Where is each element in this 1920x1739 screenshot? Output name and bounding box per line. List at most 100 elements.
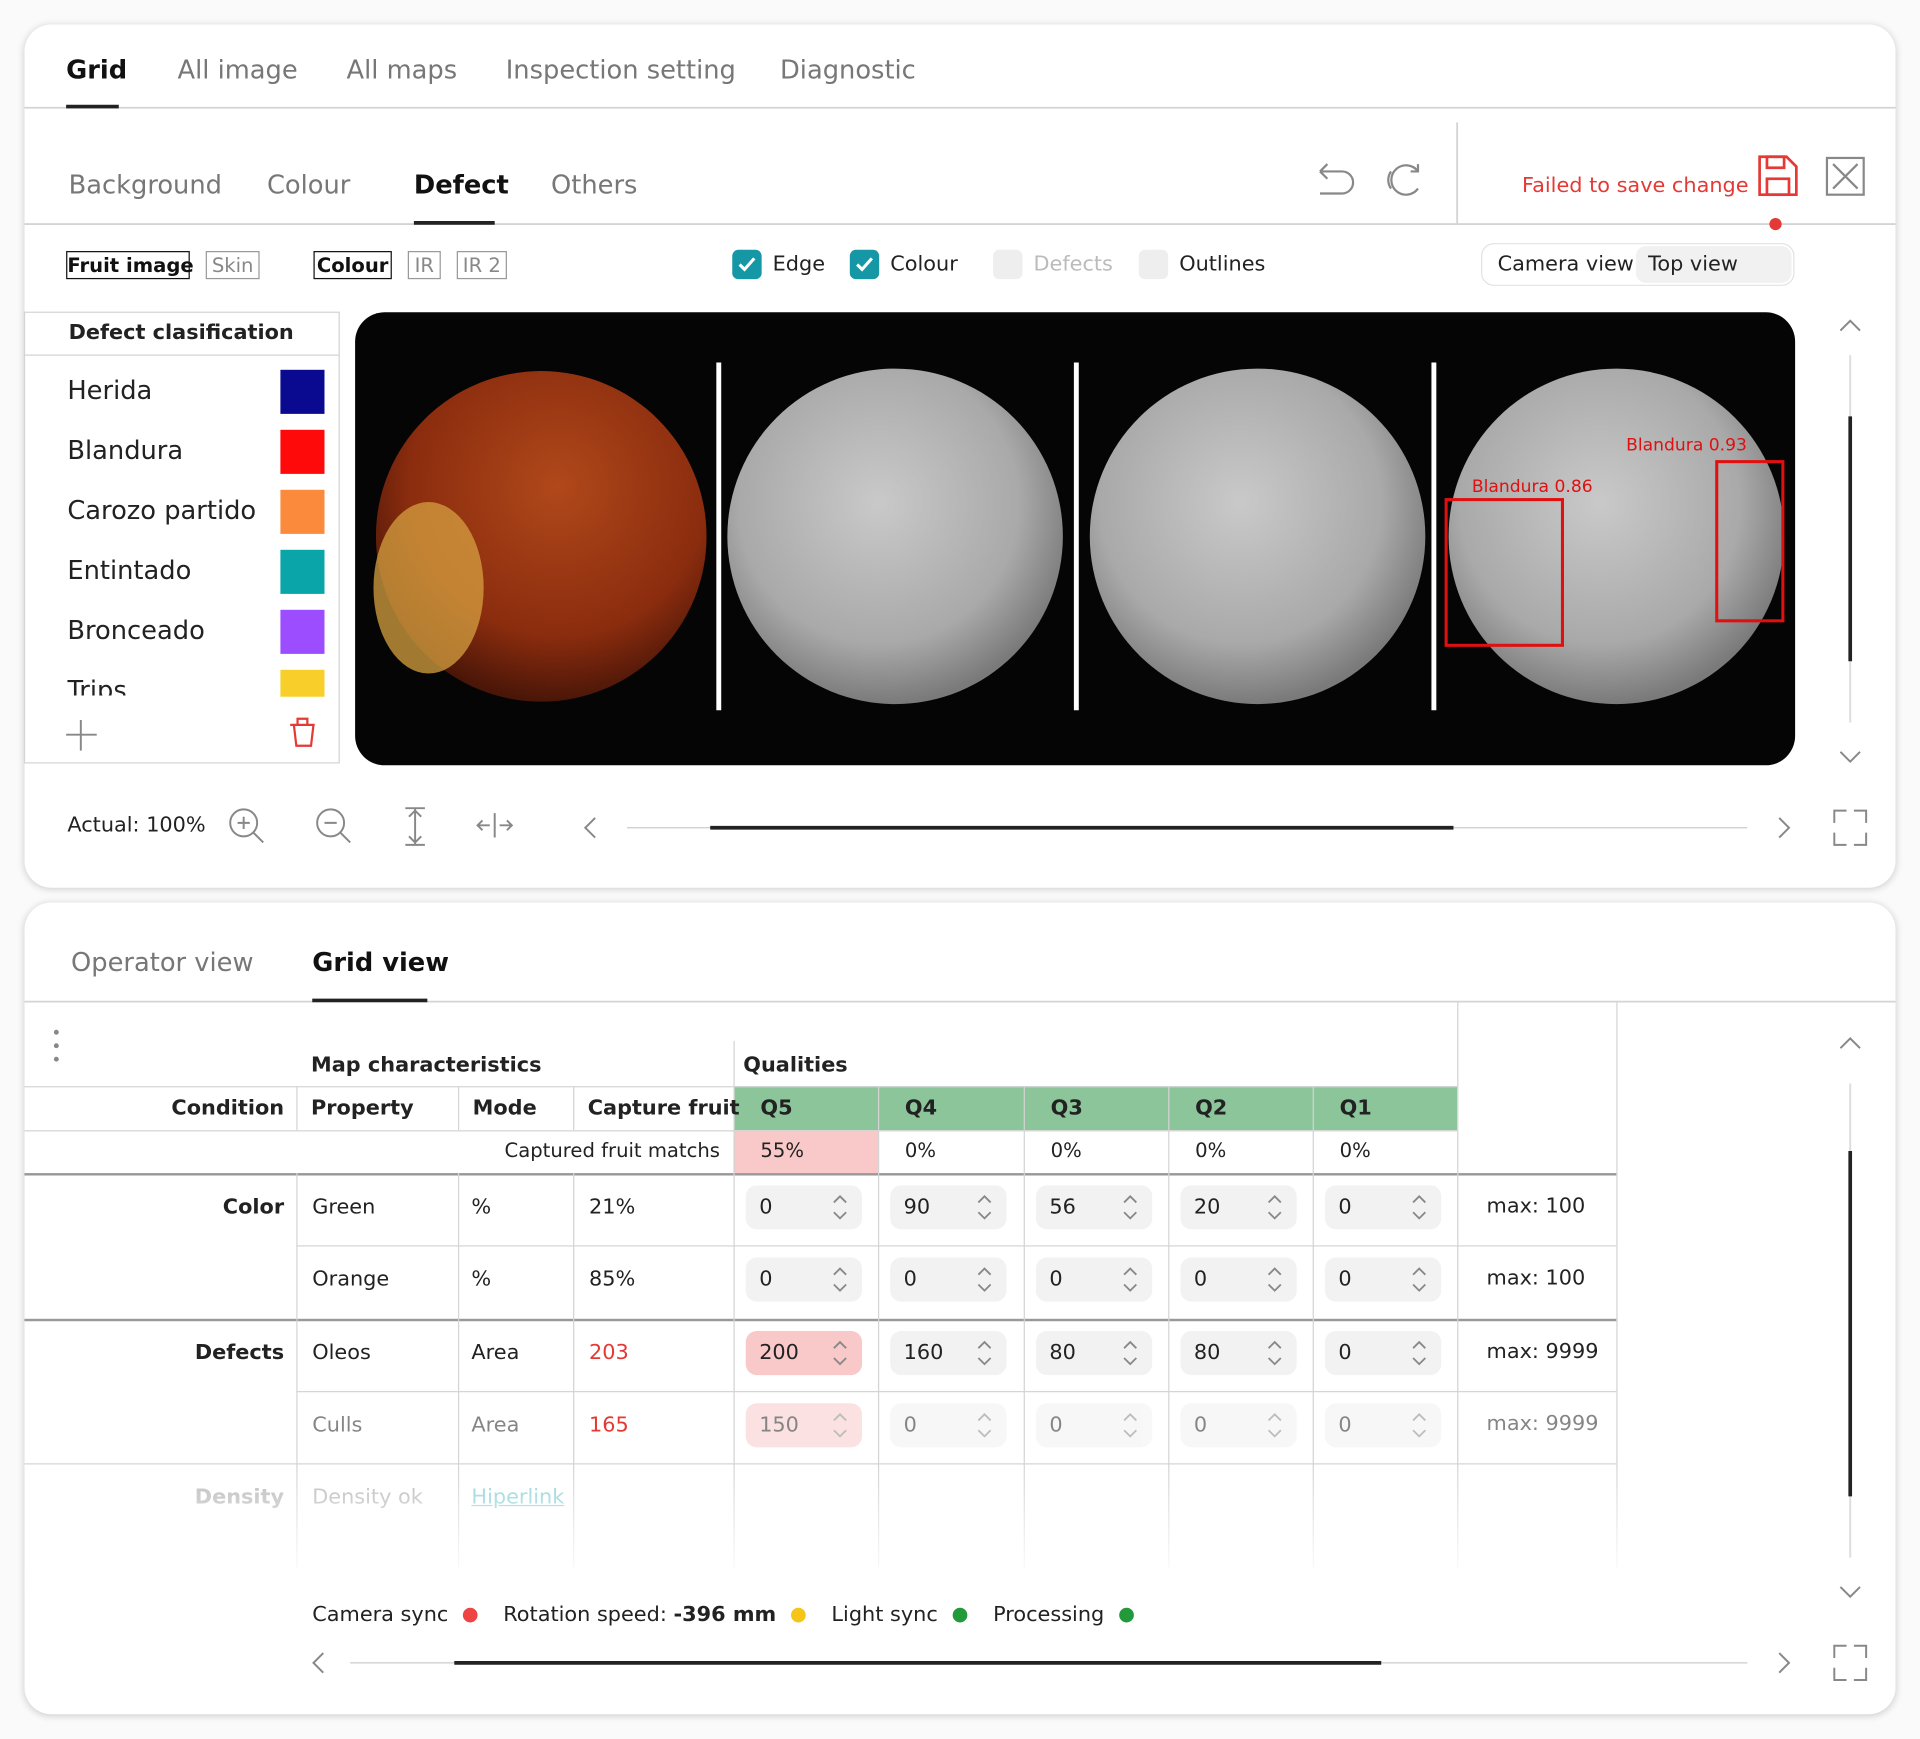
match-value: 0%	[1195, 1138, 1227, 1163]
sub-tab[interactable]: Colour	[266, 170, 351, 200]
mode: Area	[471, 1340, 520, 1366]
status-label: Light sync	[831, 1602, 938, 1628]
column-header: Q1	[1339, 1095, 1372, 1121]
defect-color	[280, 609, 325, 654]
image-toggle[interactable]: Colour	[313, 251, 392, 280]
spinner[interactable]: 0	[745, 1185, 863, 1230]
spinner[interactable]: 200	[745, 1331, 863, 1376]
spinner-value: 0	[1049, 1413, 1063, 1438]
defect-color	[280, 369, 325, 414]
checkbox-label: Colour	[890, 252, 958, 277]
spinner[interactable]: 0	[1035, 1403, 1153, 1448]
spinner[interactable]: 80	[1180, 1331, 1297, 1376]
spinner-value: 56	[1049, 1195, 1076, 1220]
match-value: 0%	[1050, 1138, 1082, 1163]
spinner-value: 0	[903, 1267, 917, 1292]
spinner-value: 0	[1338, 1195, 1352, 1220]
max-label: max: 100	[1486, 1266, 1586, 1291]
status-dot	[1119, 1607, 1134, 1623]
grid-line	[457, 1173, 460, 1568]
match-value: 0%	[904, 1138, 936, 1163]
spinner[interactable]: 0	[1324, 1403, 1442, 1448]
save-icon[interactable]	[1758, 155, 1798, 197]
defect-color	[280, 669, 325, 697]
spinner[interactable]: 0	[745, 1257, 863, 1302]
grid-line	[1023, 1130, 1025, 1568]
spinner[interactable]: 0	[1180, 1257, 1297, 1302]
spinner-value: 80	[1193, 1340, 1221, 1366]
image-toggle[interactable]: IR 2	[456, 251, 507, 280]
sub-tab[interactable]: Defect	[413, 170, 509, 200]
spinner[interactable]: 20	[1180, 1185, 1297, 1230]
spinner[interactable]: 0	[890, 1403, 1007, 1448]
spinner[interactable]: 150	[745, 1403, 863, 1448]
image-toggle[interactable]: Fruit image	[66, 251, 194, 280]
spinner[interactable]: 80	[1035, 1331, 1153, 1376]
spinner-value: 80	[1049, 1340, 1076, 1366]
capture: 203	[588, 1340, 629, 1366]
property: Green	[312, 1195, 376, 1220]
spinner[interactable]: 56	[1035, 1185, 1153, 1230]
top-tab[interactable]: Inspection setting	[505, 55, 736, 85]
group-header: Qualities	[743, 1053, 848, 1078]
spinner-value: 90	[903, 1195, 931, 1220]
property: Oleos	[312, 1340, 371, 1366]
top-tab[interactable]: Grid	[66, 55, 128, 85]
column-header: Mode	[472, 1095, 537, 1121]
spinner[interactable]: 0	[1324, 1185, 1442, 1230]
spinner[interactable]: 160	[890, 1331, 1007, 1376]
grid-line	[24, 1130, 1458, 1132]
status-dot	[791, 1607, 806, 1623]
checkbox-label: Defects	[1033, 252, 1113, 277]
defect-name: Blandura	[67, 435, 184, 466]
grid-line	[877, 1086, 880, 1131]
grid-line	[24, 1173, 1617, 1176]
grid-line	[1168, 1130, 1170, 1568]
spinner-value: 150	[759, 1413, 799, 1438]
column-header: Q2	[1195, 1095, 1228, 1121]
spinner[interactable]: 0	[890, 1257, 1007, 1302]
sub-tab[interactable]: Background	[68, 170, 222, 200]
top-tab[interactable]: All maps	[346, 55, 458, 85]
defect-color	[280, 429, 325, 474]
spinner[interactable]: 0	[1035, 1257, 1153, 1302]
spinner-value: 0	[759, 1267, 773, 1292]
bottom-tab[interactable]: Grid view	[312, 947, 449, 978]
checkbox[interactable]	[732, 249, 762, 280]
spinner-value: 0	[1049, 1267, 1063, 1292]
group-header: Map characteristics	[311, 1053, 542, 1078]
grid-line	[24, 1086, 1458, 1088]
defect-color	[280, 489, 325, 534]
column-header: Q3	[1050, 1095, 1083, 1121]
sub-tab[interactable]: Others	[551, 170, 638, 200]
spinner-value: 0	[903, 1413, 917, 1438]
spinner[interactable]: 0	[1324, 1331, 1442, 1376]
mode: Area	[471, 1413, 520, 1438]
mode: %	[471, 1267, 492, 1292]
checkbox-label: Edge	[772, 252, 826, 277]
spinner-value: 0	[759, 1195, 773, 1220]
capture: 165	[588, 1413, 629, 1438]
image-toggle[interactable]: Skin	[205, 251, 260, 280]
spinner[interactable]: 0	[1180, 1403, 1297, 1448]
grid-line	[457, 1086, 460, 1131]
bottom-tab[interactable]: Operator view	[71, 947, 254, 978]
capture: 85%	[588, 1267, 636, 1292]
checkbox[interactable]	[993, 249, 1023, 280]
spinner-value: 0	[1338, 1413, 1352, 1438]
view-select[interactable]: Top view	[1648, 252, 1738, 277]
match-value: 55%	[760, 1138, 804, 1163]
checkbox[interactable]	[1138, 249, 1169, 280]
spinner[interactable]: 90	[890, 1185, 1007, 1230]
top-tab[interactable]: All image	[177, 55, 298, 85]
spinner-value: 20	[1193, 1195, 1221, 1220]
image-toggle[interactable]: IR	[407, 251, 441, 280]
toolbar-icons	[1319, 156, 1865, 196]
grid-line	[573, 1086, 575, 1131]
grid-line	[1023, 1086, 1025, 1131]
top-tab[interactable]: Diagnostic	[780, 55, 916, 85]
checkbox[interactable]	[849, 249, 880, 280]
spinner[interactable]: 0	[1324, 1257, 1442, 1302]
max-label: max: 9999	[1486, 1411, 1599, 1437]
